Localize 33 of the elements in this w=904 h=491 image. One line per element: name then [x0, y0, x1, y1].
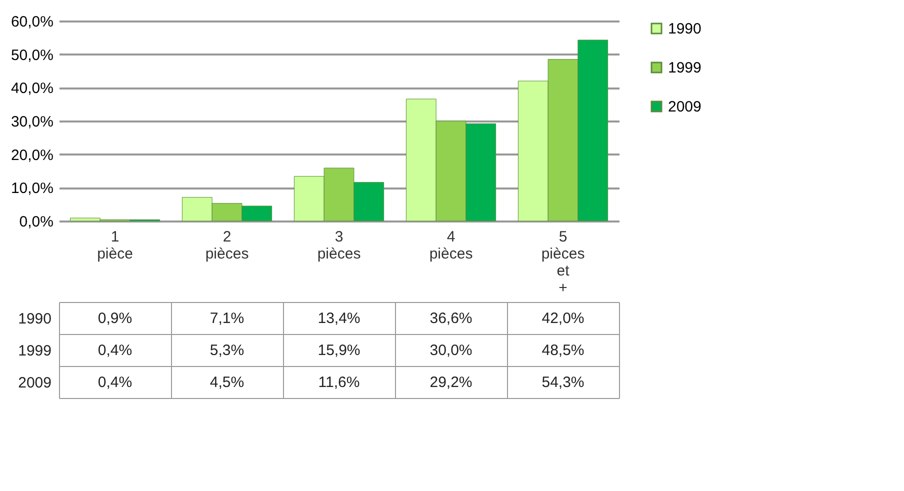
data-label: 54,3%: [542, 374, 584, 391]
data-label: 0,9%: [98, 310, 132, 327]
y-tick-label: 30,0%: [10, 114, 54, 130]
data-label: 48,5%: [542, 342, 584, 359]
text: 2009: [18, 374, 52, 392]
y-tick-label: 10,0%: [10, 180, 54, 198]
legend-label: 1999: [668, 60, 702, 76]
legend-label: 1990: [668, 20, 702, 38]
y-tick-label: 0,0%: [19, 214, 54, 230]
x-tick-label: 4 pièces: [429, 228, 473, 262]
data-label: 11,6%: [318, 374, 360, 391]
data-label: 5,3%: [210, 342, 244, 359]
data-label: 15,9%: [318, 342, 360, 359]
x-tick-label: 5 pièces et +: [541, 228, 585, 296]
x-tick-label: 2 pièces: [205, 228, 249, 262]
data-label: 30,0%: [430, 342, 472, 359]
data-label: 42,0%: [542, 310, 584, 327]
data-label: 36,6%: [430, 310, 472, 327]
y-tick-label: 50,0%: [10, 46, 54, 64]
data-label: 29,2%: [430, 374, 472, 391]
text: 1990: [18, 310, 52, 328]
data-label: 0,4%: [98, 374, 132, 391]
data-label: 4,5%: [210, 374, 244, 391]
data-label: 0,4%: [98, 342, 132, 359]
data-label: 13,4%: [318, 310, 360, 327]
y-tick-label: 60,0%: [10, 14, 54, 30]
y-tick-label: 40,0%: [10, 80, 54, 98]
x-tick-label: 3 pièces: [317, 228, 361, 262]
legend-label: 2009: [668, 98, 702, 116]
data-label: 7,1%: [210, 310, 244, 327]
text: 1999: [18, 342, 52, 360]
y-tick-label: 20,0%: [10, 146, 54, 164]
x-tick-label: 1 pièce: [97, 228, 133, 262]
